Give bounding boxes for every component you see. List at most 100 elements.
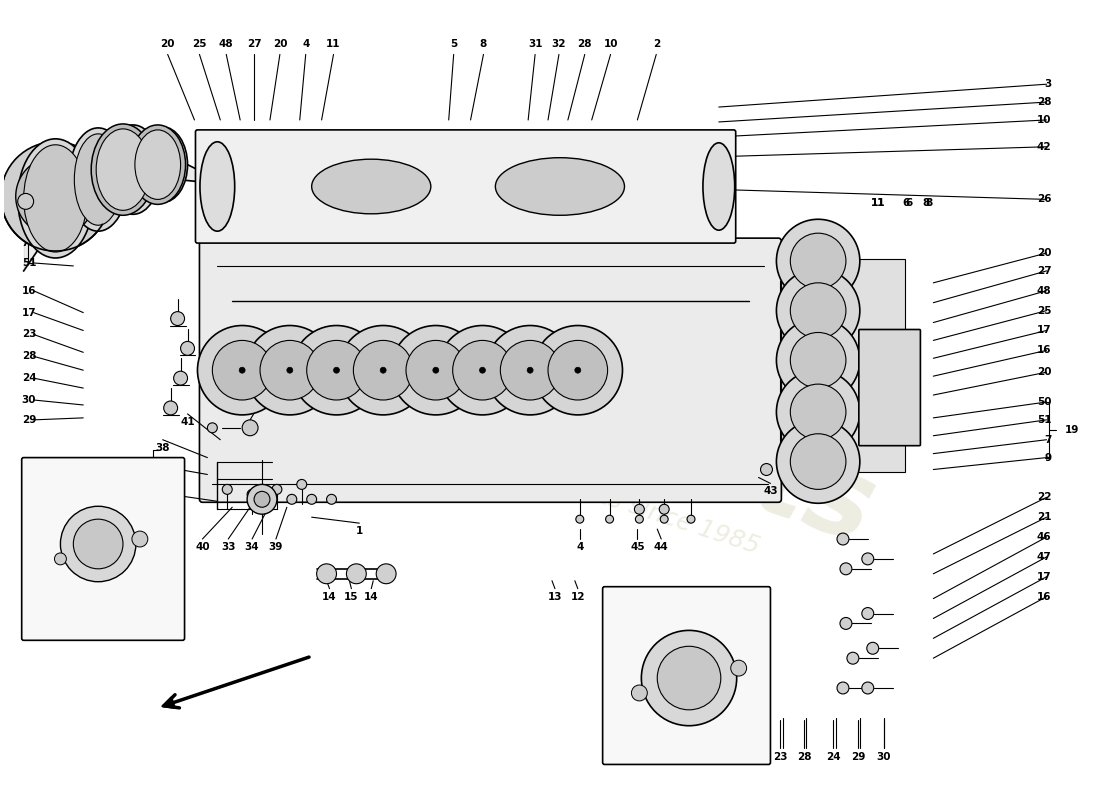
Text: 6: 6	[902, 198, 910, 208]
Text: 52: 52	[615, 649, 626, 658]
Text: 16: 16	[1037, 592, 1052, 602]
Circle shape	[527, 367, 534, 373]
Text: 38: 38	[155, 442, 170, 453]
Circle shape	[317, 564, 337, 584]
Circle shape	[353, 341, 412, 400]
Text: 14: 14	[322, 592, 337, 602]
Text: 30: 30	[22, 395, 36, 405]
Circle shape	[790, 384, 846, 440]
Circle shape	[861, 682, 873, 694]
Text: 7: 7	[22, 238, 29, 248]
Text: 8: 8	[480, 39, 487, 50]
Text: 20: 20	[1037, 367, 1052, 377]
Text: 24: 24	[826, 753, 840, 762]
Text: 34: 34	[245, 542, 260, 552]
Circle shape	[790, 434, 846, 490]
Circle shape	[272, 485, 282, 494]
Circle shape	[847, 652, 859, 664]
Text: 27: 27	[246, 39, 262, 50]
Text: 36: 36	[155, 496, 170, 506]
Circle shape	[170, 312, 185, 326]
Text: 17: 17	[1037, 572, 1052, 582]
Ellipse shape	[111, 131, 155, 208]
Circle shape	[248, 490, 257, 499]
Text: 21: 21	[1037, 512, 1052, 522]
Circle shape	[777, 269, 860, 352]
Text: 2: 2	[652, 39, 660, 50]
Circle shape	[164, 401, 177, 415]
Circle shape	[248, 485, 277, 514]
Circle shape	[480, 367, 485, 373]
Circle shape	[867, 642, 879, 654]
Text: 41: 41	[180, 417, 195, 427]
Circle shape	[575, 367, 581, 373]
Text: 5: 5	[450, 39, 458, 50]
Circle shape	[18, 194, 34, 210]
Text: 48: 48	[1037, 286, 1052, 296]
Circle shape	[485, 326, 575, 415]
Text: 20: 20	[273, 39, 287, 50]
Ellipse shape	[311, 159, 431, 214]
Circle shape	[132, 531, 147, 547]
Circle shape	[730, 660, 747, 676]
Text: 46: 46	[1037, 532, 1052, 542]
Text: 52: 52	[42, 550, 53, 558]
Circle shape	[760, 463, 772, 475]
Text: 14: 14	[364, 592, 378, 602]
Circle shape	[339, 326, 428, 415]
Circle shape	[346, 564, 366, 584]
Text: 35: 35	[129, 470, 143, 481]
Circle shape	[327, 494, 337, 504]
Text: 9: 9	[615, 666, 620, 674]
Text: 13: 13	[548, 592, 562, 602]
Text: 11: 11	[327, 39, 341, 50]
Text: 12: 12	[571, 592, 585, 602]
Text: 49: 49	[22, 189, 36, 198]
Text: 26: 26	[1037, 194, 1052, 205]
Text: 45: 45	[630, 542, 645, 552]
Text: 17: 17	[22, 308, 36, 318]
Bar	[850, 259, 904, 473]
Text: 29: 29	[850, 753, 865, 762]
Text: 9: 9	[22, 166, 29, 177]
Circle shape	[837, 533, 849, 545]
Text: 11: 11	[871, 198, 886, 208]
Ellipse shape	[68, 128, 128, 231]
Circle shape	[840, 563, 851, 574]
Text: 43: 43	[763, 486, 778, 496]
Text: 1: 1	[355, 526, 363, 536]
Circle shape	[790, 283, 846, 338]
Text: 28: 28	[1037, 97, 1052, 107]
Text: 8: 8	[922, 198, 930, 208]
Circle shape	[287, 367, 293, 373]
Text: 28: 28	[798, 753, 812, 762]
Text: 23: 23	[773, 753, 788, 762]
Circle shape	[777, 219, 860, 302]
Circle shape	[198, 326, 287, 415]
Circle shape	[636, 515, 644, 523]
Text: 18: 18	[29, 525, 40, 534]
Circle shape	[438, 326, 527, 415]
Text: USA - CDN: USA - CDN	[651, 749, 723, 762]
Circle shape	[239, 367, 245, 373]
Text: 17: 17	[1037, 326, 1052, 335]
Circle shape	[208, 423, 218, 433]
Ellipse shape	[130, 125, 186, 204]
Ellipse shape	[200, 142, 234, 231]
Ellipse shape	[96, 129, 150, 210]
Text: 20: 20	[161, 39, 175, 50]
Text: a passion for parts since 1985: a passion for parts since 1985	[396, 419, 763, 559]
Text: 47: 47	[1036, 552, 1052, 562]
Text: 50: 50	[1037, 397, 1052, 407]
Text: 7: 7	[1044, 434, 1052, 445]
Circle shape	[242, 420, 258, 436]
Circle shape	[15, 157, 96, 236]
Text: 18: 18	[15, 224, 30, 234]
Text: 16: 16	[22, 286, 36, 296]
Text: 42: 42	[1037, 142, 1052, 152]
Circle shape	[777, 370, 860, 454]
FancyBboxPatch shape	[859, 330, 921, 446]
Circle shape	[287, 494, 297, 504]
Text: 16: 16	[1037, 346, 1052, 355]
Text: 35: 35	[141, 465, 155, 474]
